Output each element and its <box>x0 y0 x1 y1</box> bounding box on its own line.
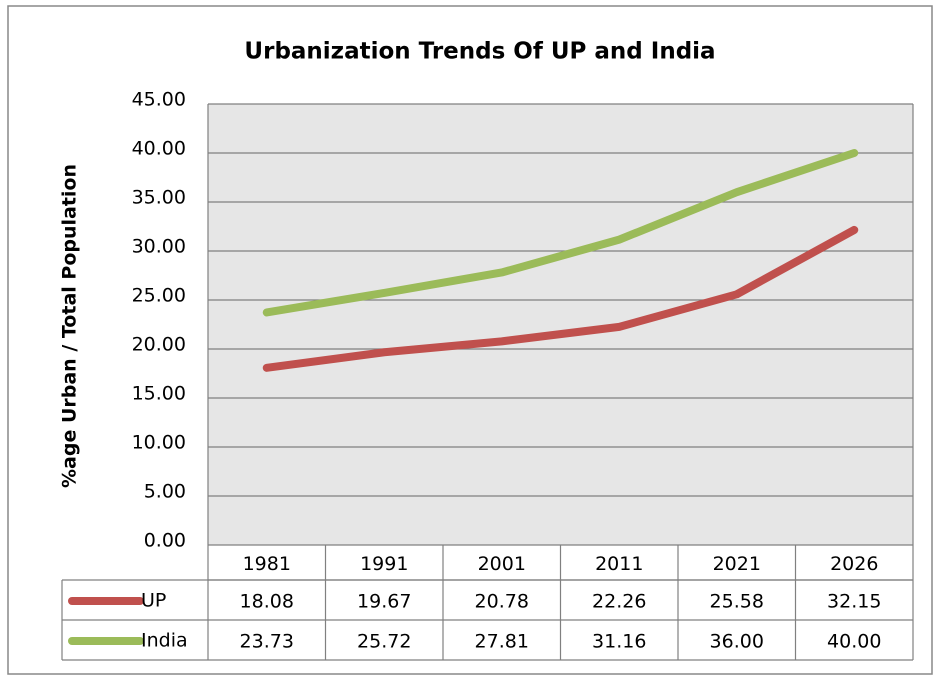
table-value: 19.67 <box>357 591 411 613</box>
table-value: 22.26 <box>592 591 646 613</box>
y-tick-label: 40.00 <box>132 138 186 160</box>
table-value: 23.73 <box>240 631 294 653</box>
x-tick-label: 2026 <box>830 553 878 575</box>
table-value: 25.72 <box>357 631 411 653</box>
legend-label: India <box>141 630 188 652</box>
table-value: 40.00 <box>827 631 881 653</box>
y-tick-label: 45.00 <box>132 89 186 111</box>
y-tick-label: 30.00 <box>132 236 186 258</box>
y-tick-label: 5.00 <box>144 481 186 503</box>
y-tick-label: 35.00 <box>132 187 186 209</box>
x-tick-label: 1981 <box>243 553 291 575</box>
series-line <box>262 149 859 317</box>
series-line <box>262 225 859 372</box>
y-tick-label: 20.00 <box>132 334 186 356</box>
table-value: 32.15 <box>827 591 881 613</box>
x-tick-label: 1991 <box>360 553 408 575</box>
legend-label: UP <box>141 590 166 612</box>
table-value: 36.00 <box>710 631 764 653</box>
y-tick-label: 0.00 <box>144 530 186 552</box>
y-axis-label: %age Urban / Total Population <box>59 164 81 488</box>
x-tick-label: 2001 <box>478 553 526 575</box>
plot-area <box>208 104 913 545</box>
y-tick-label: 10.00 <box>132 432 186 454</box>
x-tick-label: 2011 <box>595 553 643 575</box>
y-tick-label: 15.00 <box>132 383 186 405</box>
table-value: 20.78 <box>475 591 529 613</box>
table-value: 25.58 <box>710 591 764 613</box>
x-tick-label: 2021 <box>713 553 761 575</box>
table-value: 18.08 <box>240 591 294 613</box>
table-value: 31.16 <box>592 631 646 653</box>
y-tick-label: 25.00 <box>132 285 186 307</box>
chart-title: Urbanization Trends Of UP and India <box>244 39 715 65</box>
table-value: 27.81 <box>475 631 529 653</box>
